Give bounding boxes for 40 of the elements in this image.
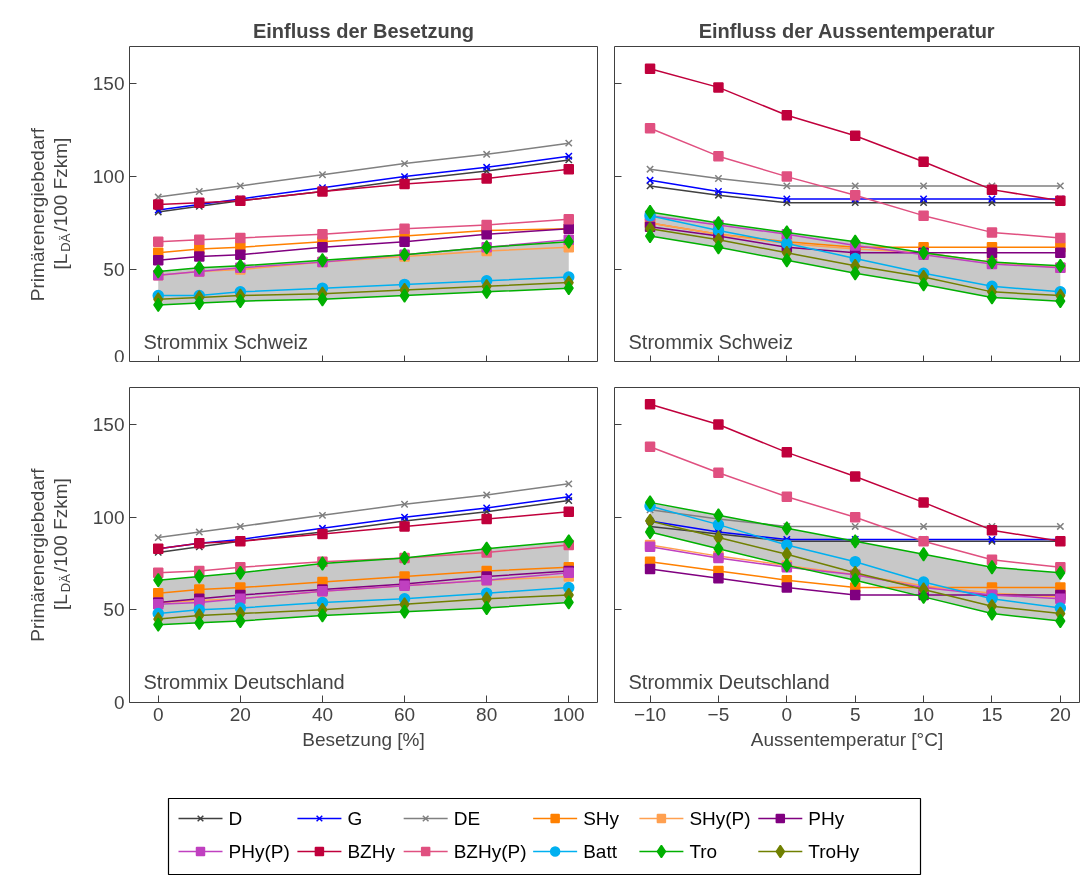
legend-label: SHy(P)	[689, 808, 751, 829]
y-tick-label: 150	[92, 414, 125, 436]
x-axis-title: Besetzung [%]	[302, 728, 425, 750]
x-tick-label: 10	[913, 703, 935, 725]
annotation: Strommix Deutschland	[628, 670, 830, 693]
y-tick-label: 50	[103, 599, 125, 621]
annotation: Strommix Schweiz	[628, 330, 793, 353]
legend-label: BZHy(P)	[453, 841, 527, 862]
legend-label: Tro	[689, 841, 718, 862]
y-tick-label: 0	[113, 345, 125, 367]
legend-label: TroHy	[808, 841, 860, 862]
y-tick-label: 50	[103, 259, 125, 281]
annotation: Strommix Deutschland	[143, 670, 345, 693]
chart-title: Einfluss der Aussentemperatur	[698, 19, 995, 42]
legend-label: G	[347, 808, 363, 829]
y-tick-label: 100	[92, 506, 125, 528]
annotation: Strommix Schweiz	[143, 330, 308, 353]
x-tick-label: 80	[476, 703, 498, 725]
chart-title: Einfluss der Besetzung	[252, 19, 475, 42]
legend-label: SHy	[583, 808, 620, 829]
x-tick-label: 20	[1049, 703, 1071, 725]
x-tick-label: 15	[981, 703, 1003, 725]
x-tick-label: 100	[552, 703, 585, 725]
legend-label: BZHy	[347, 841, 396, 862]
legend-label: PHy	[808, 808, 845, 829]
legend-label: DE	[453, 808, 481, 829]
x-tick-label: 0	[781, 703, 793, 725]
legend-label: Batt	[583, 841, 618, 862]
x-tick-label: 40	[311, 703, 334, 725]
x-tick-label: 5	[849, 703, 861, 725]
x-tick-label: −5	[707, 703, 730, 725]
legend-label: PHy(P)	[228, 841, 290, 862]
y-tick-label: 150	[92, 73, 125, 95]
y-tick-label: 100	[92, 166, 125, 188]
x-tick-label: −10	[633, 703, 667, 725]
x-tick-label: 0	[152, 703, 164, 725]
legend-label: D	[228, 808, 243, 829]
x-tick-label: 60	[393, 703, 416, 725]
x-axis-title: Aussentemperatur [°C]	[750, 728, 944, 750]
x-tick-label: 20	[229, 703, 251, 725]
